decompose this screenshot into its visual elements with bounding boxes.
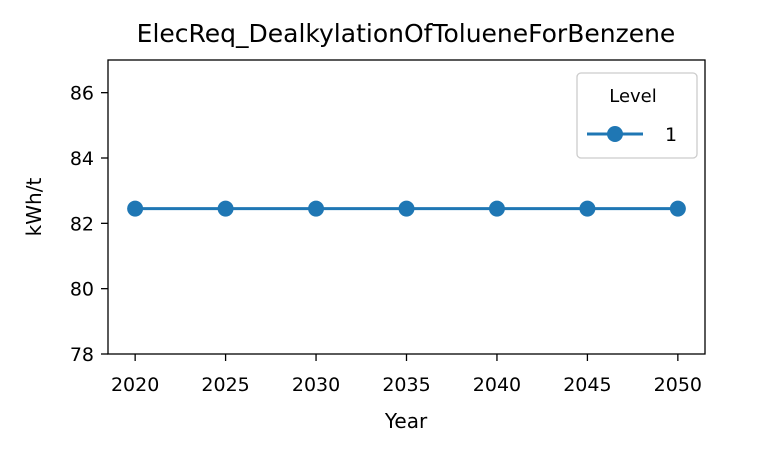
x-tick-label: 2025 [201, 374, 249, 396]
data-point [217, 200, 234, 217]
legend-marker-sample [607, 126, 623, 142]
y-axis-label: kWh/t [22, 178, 46, 237]
data-point [669, 200, 686, 217]
data-point [398, 200, 415, 217]
y-tick-label: 78 [70, 344, 94, 366]
y-tick-label: 84 [70, 148, 94, 170]
x-axis-ticks: 2020 2025 2030 2035 2040 2045 2050 [111, 354, 702, 396]
legend-title: Level [609, 86, 657, 107]
plot-marks [127, 200, 686, 217]
y-tick-label: 80 [70, 279, 94, 301]
x-tick-label: 2020 [111, 374, 159, 396]
data-point [308, 200, 325, 217]
y-tick-label: 86 [70, 83, 94, 105]
y-tick-label: 82 [70, 213, 94, 235]
chart-title: ElecReq_DealkylationOfTolueneForBenzene [137, 19, 676, 48]
x-tick-label: 2050 [654, 374, 702, 396]
data-point [579, 200, 596, 217]
x-axis-label: Year [384, 409, 428, 433]
data-point [488, 200, 505, 217]
legend-label-series-1: 1 [665, 124, 677, 146]
legend-box [576, 72, 698, 159]
y-axis-ticks: 78 80 82 84 86 [70, 83, 108, 366]
data-point [127, 200, 144, 217]
x-tick-label: 2045 [563, 374, 611, 396]
x-tick-label: 2030 [292, 374, 340, 396]
x-tick-label: 2035 [382, 374, 430, 396]
legend: Level 1 [576, 72, 698, 159]
x-tick-label: 2040 [473, 374, 521, 396]
